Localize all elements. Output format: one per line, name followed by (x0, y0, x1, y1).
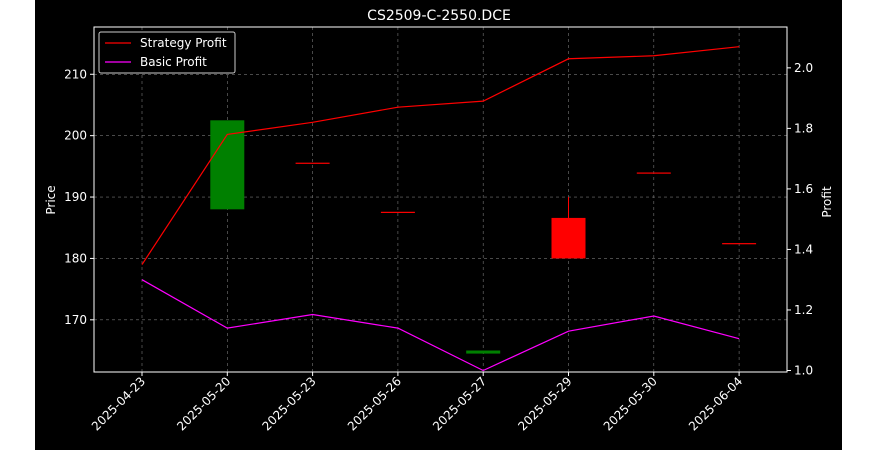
left-tick-label: 170 (64, 313, 87, 327)
right-tick-label: 1.6 (794, 182, 813, 196)
profit-lines (141, 46, 740, 372)
x-axis: 2025-04-23 2025-05-20 2025-05-23 2025-05-26… (89, 372, 745, 433)
x-tick-label: 2025-05-20 (174, 374, 233, 433)
x-tick-label: 2025-05-30 (601, 374, 660, 433)
grid (94, 27, 787, 372)
right-tick-label: 1.2 (794, 303, 813, 317)
right-tick-label: 1.4 (794, 242, 813, 256)
legend-strategy-label: Strategy Profit (140, 36, 227, 50)
chart-title: CS2509-C-2550.DCE (367, 8, 511, 24)
left-axis: 170 180 190 200 210 (64, 67, 94, 327)
candle-body (466, 350, 501, 354)
right-tick-label: 2.0 (794, 61, 813, 75)
right-tick-label: 1.8 (794, 121, 813, 135)
plot-frame (93, 26, 788, 373)
strategy-profit-line (141, 46, 740, 265)
basic-profit-line (141, 279, 740, 372)
legend: Strategy Profit Basic Profit (98, 31, 236, 74)
left-axis-label: Price (44, 185, 58, 214)
left-tick-label: 190 (64, 190, 87, 204)
x-tick-label: 2025-05-23 (260, 374, 319, 433)
left-tick-label: 180 (64, 251, 87, 265)
x-tick-label: 2025-05-29 (515, 374, 574, 433)
candle-body (722, 243, 757, 245)
x-tick-label: 2025-04-23 (89, 374, 148, 433)
legend-basic-label: Basic Profit (140, 55, 207, 69)
x-tick-label: 2025-05-27 (430, 374, 489, 433)
candle-body (636, 172, 671, 174)
right-tick-label: 1.0 (794, 363, 813, 377)
x-tick-label: 2025-05-26 (345, 374, 404, 433)
candle-body (210, 120, 245, 210)
legend-box (98, 31, 236, 74)
x-tick-label: 2025-06-04 (686, 374, 745, 433)
right-axis: 1.0 1.2 1.4 1.6 1.8 2.0 (787, 61, 813, 377)
candles (210, 120, 757, 354)
left-tick-label: 210 (64, 67, 87, 81)
right-axis-label: Profit (820, 186, 834, 218)
candle-body (295, 162, 330, 164)
candle-body (380, 211, 415, 213)
left-tick-label: 200 (64, 129, 87, 143)
figure-background (35, 0, 842, 450)
candle-body (551, 217, 586, 259)
